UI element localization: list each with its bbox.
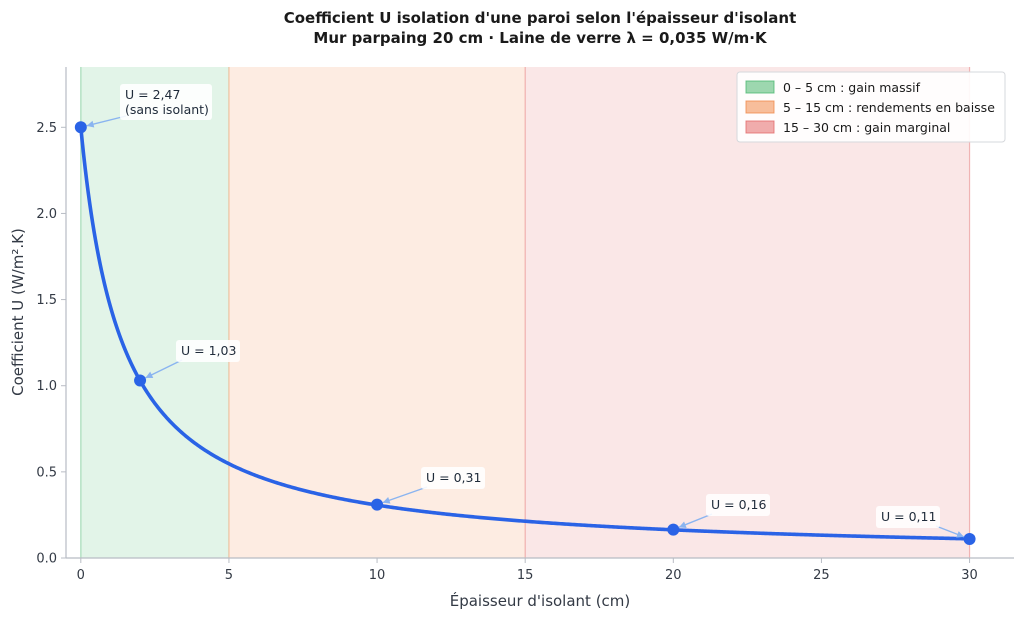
x-tick-label-4: 20 (665, 568, 682, 583)
annotation-arrowhead-1 (145, 371, 154, 378)
annotation-box-1 (176, 340, 240, 362)
annotation-arrowhead-0 (86, 120, 95, 128)
y-tick-label-5: 2.5 (36, 121, 57, 136)
legend-swatch-0 (745, 80, 775, 94)
zones-layer (80, 67, 971, 558)
y-tick-label-3: 1.5 (36, 293, 57, 308)
legend-swatch-1 (745, 100, 775, 114)
legend-label-0: 0 – 5 cm : gain massif (783, 80, 921, 95)
legend-label-2: 15 – 30 cm : gain marginal (783, 120, 950, 135)
y-axis-label: Coefficient U (W/m².K) (9, 228, 27, 396)
u-curve-line (79, 125, 972, 541)
chart-title-line2: Mur parpaing 20 cm · Laine de verre λ = … (313, 29, 768, 47)
legend: 0 – 5 cm : gain massif 5 – 15 cm : rendem… (736, 71, 1006, 143)
annotation-box-0 (120, 84, 212, 120)
annotation-box-2 (421, 467, 485, 489)
legend-swatch-2 (745, 120, 775, 134)
data-point-3 (667, 523, 680, 536)
x-axis-label: Épaisseur d'isolant (cm) (450, 591, 631, 610)
annotations-layer: U = 2,47(sans isolant) U = 1,03 U = 0,31 U … (86, 84, 965, 538)
annotation-box-4 (876, 506, 940, 528)
x-tick-label-3: 15 (517, 568, 534, 583)
legend-label-1: 5 – 15 cm : rendements en baisse (783, 100, 995, 115)
chart-title-line1: Coefficient U isolation d'une paroi selo… (284, 9, 797, 27)
annotation-arrowhead-2 (382, 496, 391, 504)
annotation-label-3-0: U = 0,16 (711, 497, 766, 512)
legend-box (736, 71, 1006, 143)
annotation-arrow-2 (382, 486, 428, 504)
x-tick-label-1: 5 (225, 568, 233, 583)
annotation-label-0-1: (sans isolant) (125, 102, 209, 117)
annotation-label-4-0: U = 0,11 (881, 509, 936, 524)
data-point-2 (371, 498, 384, 511)
data-point-0 (74, 121, 87, 134)
y-tick-label-0: 0.0 (36, 552, 57, 567)
annotation-label-2-0: U = 0,31 (426, 470, 481, 485)
data-point-1 (134, 374, 147, 387)
data-point-4 (963, 533, 976, 546)
x-tick-label-6: 30 (961, 568, 978, 583)
axes-layer: 0 5 10 15 20 25 30 0.0 0.5 1.0 1.5 2.0 2.5 (36, 67, 1014, 583)
curve-layer (74, 121, 976, 546)
annotation-arrowhead-3 (678, 521, 687, 528)
x-tick-label-2: 10 (369, 568, 386, 583)
annotation-arrowhead-4 (956, 531, 964, 538)
y-tick-label-1: 0.5 (36, 465, 57, 480)
annotation-box-3 (706, 494, 770, 516)
x-tick-label-5: 25 (813, 568, 830, 583)
annotation-label-1-0: U = 1,03 (181, 343, 236, 358)
annotation-label-0-0: U = 2,47 (125, 87, 180, 102)
y-tick-label-4: 2.0 (36, 207, 57, 222)
zone-band-0 (80, 67, 229, 558)
x-tick-label-0: 0 (77, 568, 85, 583)
zone-band-2 (525, 67, 970, 558)
y-tick-label-2: 1.0 (36, 379, 57, 394)
